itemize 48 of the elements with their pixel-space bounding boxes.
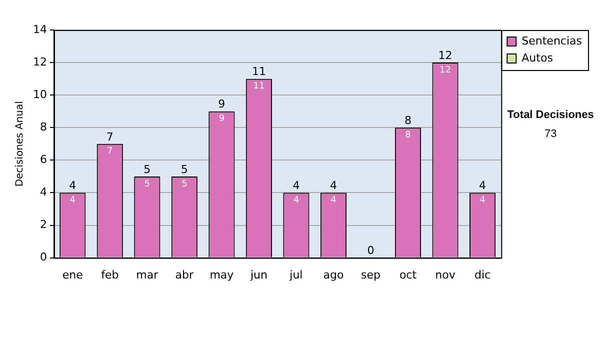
x-tick-label: oct (399, 268, 418, 282)
data-label: 8 (405, 130, 412, 140)
x-tick-label: feb (101, 268, 119, 282)
data-label: 5 (182, 179, 188, 190)
x-tick-label: nov (435, 268, 456, 282)
total-label: 11 (252, 65, 266, 78)
y-axis-title: Decisiones Anual (14, 101, 26, 187)
data-label: 4 (480, 196, 486, 206)
y-tick-label: 0 (40, 250, 47, 264)
data-label: 4 (70, 196, 76, 206)
x-tick-label: sep (360, 268, 380, 282)
total-label: 5 (180, 162, 188, 176)
total-label: 4 (479, 179, 486, 192)
total-label: 9 (218, 98, 226, 111)
total-label: 0 (367, 244, 374, 258)
y-tick-label: 4 (40, 186, 47, 199)
y-tick-label: 12 (32, 55, 47, 68)
y-tick-label: 6 (40, 153, 47, 166)
total-label: 8 (404, 114, 412, 127)
total-label: 4 (330, 179, 337, 192)
text: Total Decisiones (507, 109, 594, 122)
data-label: 9 (218, 114, 225, 124)
x-tick-label: jun (249, 268, 268, 282)
data-label: 11 (253, 82, 265, 92)
x-tick-label: jul (288, 268, 303, 282)
y-tick-label: 2 (40, 218, 47, 232)
x-tick-label: ene (62, 268, 84, 282)
data-label: 7 (107, 146, 113, 157)
data-label: 4 (293, 196, 300, 206)
y-tick-label: 8 (40, 120, 47, 134)
total-label: 7 (106, 130, 114, 144)
legend-label: Sentencias (522, 34, 582, 48)
total-label: 12 (438, 48, 452, 62)
x-tick-label: abr (175, 268, 194, 282)
data-label: 12 (440, 65, 451, 76)
y-tick-label: 14 (32, 22, 47, 36)
y-tick-label: 10 (32, 88, 47, 101)
text: 73 (544, 128, 557, 140)
data-label: 5 (144, 179, 150, 190)
legend-label: Autos (522, 51, 554, 64)
x-tick-label: may (210, 268, 234, 282)
data-label: 4 (330, 196, 337, 206)
x-tick-label: ago (323, 268, 344, 282)
x-tick-label: mar (136, 268, 159, 282)
total-label: 4 (69, 179, 76, 192)
total-label: 4 (292, 179, 300, 192)
total-label: 5 (144, 162, 151, 176)
x-tick-label: dic (474, 268, 491, 282)
